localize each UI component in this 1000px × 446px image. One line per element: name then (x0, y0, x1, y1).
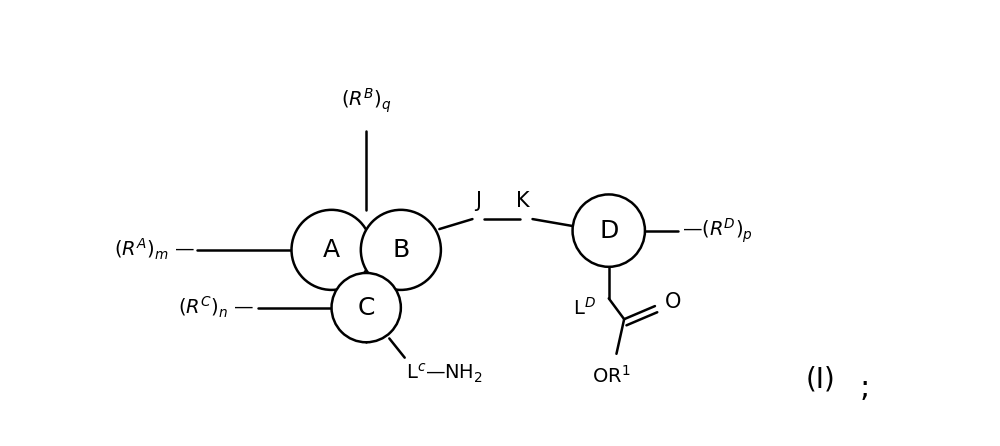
Text: $(R^{B})_{q}$: $(R^{B})_{q}$ (341, 87, 391, 115)
Text: OR$^{1}$: OR$^{1}$ (592, 365, 630, 387)
Text: B: B (392, 238, 409, 262)
Text: $(R^{C})_{n}$ —: $(R^{C})_{n}$ — (178, 295, 255, 320)
Circle shape (573, 194, 645, 267)
Text: C: C (358, 296, 375, 320)
Circle shape (361, 210, 441, 290)
Text: L$^{D}$: L$^{D}$ (573, 297, 596, 318)
Text: $(R^{A})_{m}$ —: $(R^{A})_{m}$ — (114, 237, 194, 262)
Text: ;: ; (860, 373, 870, 402)
Text: —$(R^{D})_{p}$: —$(R^{D})_{p}$ (682, 216, 753, 245)
Circle shape (292, 210, 372, 290)
Text: D: D (599, 219, 618, 243)
Text: J: J (476, 190, 482, 211)
Text: O: O (665, 292, 681, 312)
Text: K: K (516, 190, 529, 211)
Text: A: A (323, 238, 340, 262)
Circle shape (332, 273, 401, 342)
Text: (I): (I) (806, 365, 835, 393)
Text: L$^{c}$—NH$_{2}$: L$^{c}$—NH$_{2}$ (406, 362, 483, 385)
